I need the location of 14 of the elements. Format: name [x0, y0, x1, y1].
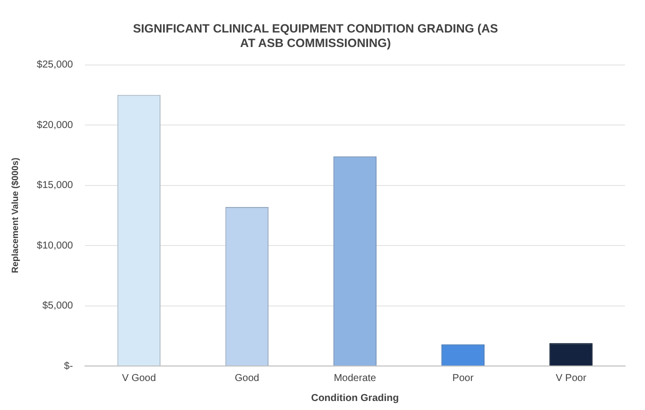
x-tick-label: Poor — [452, 372, 474, 384]
y-tick-label: $25,000 — [36, 60, 74, 71]
x-tick-label: Moderate — [334, 372, 377, 384]
x-axis-title: Condition Grading — [311, 392, 399, 404]
x-tick-label: V Poor — [556, 372, 587, 384]
y-tick-label: $10,000 — [36, 240, 74, 252]
y-tick-label: $- — [64, 360, 73, 372]
y-tick-label: $15,000 — [36, 180, 74, 192]
x-tick-label: Good — [234, 372, 260, 384]
y-tick-label: $20,000 — [36, 120, 74, 131]
y-axis-title: Replacement Value ($000s) — [10, 158, 20, 274]
chart-title: SIGNIFICANT CLINICAL EQUIPMENT CONDITION GRADING (AS AT ASB COMMISSIONING) — [132, 22, 498, 50]
x-tick-label: V Good — [122, 372, 156, 384]
y-tick-label: $5,000 — [42, 300, 74, 312]
